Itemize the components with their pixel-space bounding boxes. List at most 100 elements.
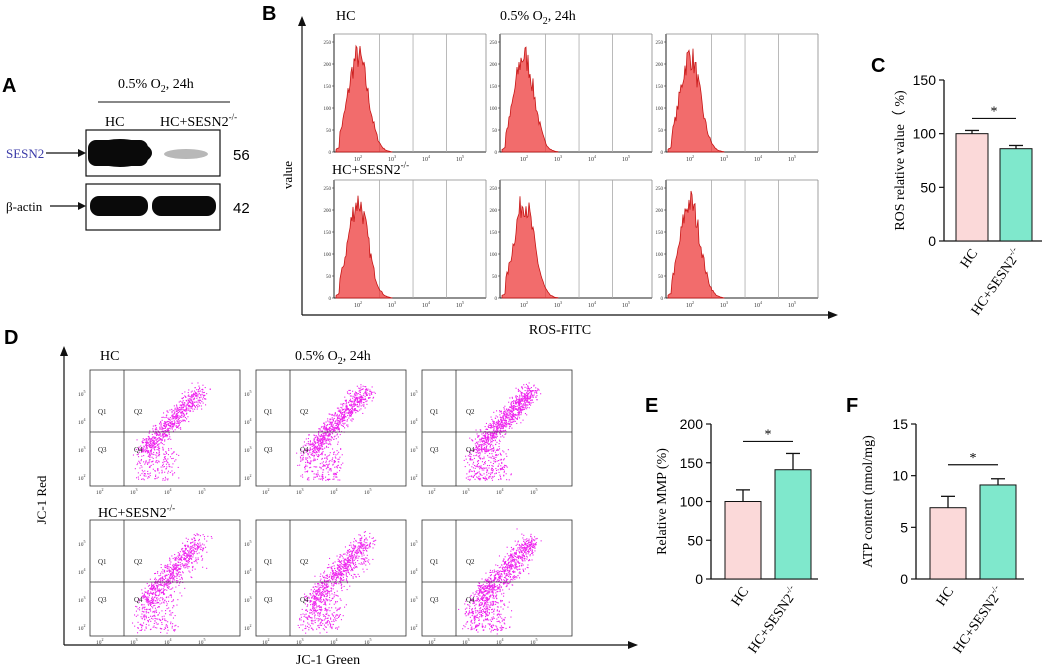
jc1-dot xyxy=(328,564,330,566)
jc1-dot xyxy=(372,537,374,539)
jc1-dot xyxy=(167,472,169,474)
jc1-dot xyxy=(201,389,203,391)
jc1-dot xyxy=(328,579,330,581)
jc1-dot xyxy=(162,590,164,592)
jc1-dot xyxy=(365,538,367,540)
jc1-dot xyxy=(155,580,157,582)
jc1-dot xyxy=(351,562,353,564)
jc1-dot xyxy=(476,454,478,456)
jc1-dot xyxy=(509,409,511,411)
jc1-dot xyxy=(323,425,325,427)
ros-hist-xtick-exp: 5 xyxy=(628,300,630,305)
jc1-dot xyxy=(481,450,483,452)
jc1-dot xyxy=(152,453,154,455)
jc1-dot xyxy=(492,465,494,467)
jc1-dot xyxy=(491,439,493,441)
jc1-dot xyxy=(315,436,317,438)
jc1-quadrant-label: Q3 xyxy=(98,596,107,604)
jc1-dot xyxy=(167,462,169,464)
jc1-dot xyxy=(477,455,479,457)
jc1-dot xyxy=(471,466,473,468)
jc1-dot xyxy=(340,416,342,418)
jc1-dot xyxy=(529,398,531,400)
jc1-dot xyxy=(138,460,140,462)
jc1-dot xyxy=(354,400,356,402)
jc1-dot xyxy=(327,586,329,588)
ros-hist-ytick-label: 150 xyxy=(656,85,664,90)
jc1-dot xyxy=(300,460,302,462)
jc1-dot xyxy=(319,447,321,449)
jc1-dot xyxy=(316,594,318,596)
jc1-dot xyxy=(320,578,322,580)
jc1-dot xyxy=(361,542,363,544)
jc1-dot xyxy=(305,448,307,450)
jc1-dot xyxy=(508,412,510,414)
jc1-dot xyxy=(338,427,340,429)
jc1-dot xyxy=(481,446,483,448)
jc1-dot xyxy=(359,552,361,554)
jc1-dot xyxy=(167,411,169,413)
jc1-dot xyxy=(364,386,366,388)
jc1-dot xyxy=(506,415,508,417)
jc1-dot xyxy=(497,428,499,430)
jc1-dot xyxy=(202,396,204,398)
jc1-ytick-label: 103 xyxy=(78,595,86,604)
jc1-dot xyxy=(193,405,195,407)
jc1-ytick-exp: 2 xyxy=(84,473,86,478)
jc1-dot xyxy=(171,453,173,455)
jc1-dot xyxy=(143,616,145,618)
jc1-ytick-exp: 5 xyxy=(84,539,86,544)
jc1-dot xyxy=(155,446,157,448)
jc1-dot xyxy=(183,410,185,412)
jc1-dot xyxy=(336,609,338,611)
jc1-dot xyxy=(137,608,139,610)
jc1-dot xyxy=(181,548,183,550)
jc1-dot xyxy=(203,394,205,396)
jc1-dot xyxy=(523,403,525,405)
jc1-dot xyxy=(178,576,180,578)
jc1-dot xyxy=(369,394,371,396)
jc1-dot xyxy=(132,622,134,624)
jc1-dot xyxy=(188,405,190,407)
jc1-dot xyxy=(185,559,187,561)
jc1-dot xyxy=(332,562,334,564)
jc1-dot xyxy=(474,448,476,450)
jc1-dot xyxy=(349,404,351,406)
jc1-dot xyxy=(323,422,325,424)
jc1-dot xyxy=(155,579,157,581)
jc1-dot xyxy=(142,596,144,598)
jc1-dot xyxy=(339,569,341,571)
jc1-dot xyxy=(491,441,493,443)
jc1-dot xyxy=(311,621,313,623)
jc1-dot xyxy=(155,610,157,612)
jc1-dot xyxy=(151,445,153,447)
jc1-dot xyxy=(340,418,342,420)
jc1-dot xyxy=(503,424,505,426)
jc1-dot xyxy=(198,552,200,554)
jc1-dot xyxy=(319,614,321,616)
jc1-dot xyxy=(151,600,153,602)
jc1-dot xyxy=(349,409,351,411)
jc1-dot xyxy=(357,399,359,401)
jc1-dot xyxy=(320,608,322,610)
jc1-dot xyxy=(500,419,502,421)
jc1-dot xyxy=(352,547,354,549)
jc1-dot xyxy=(306,605,308,607)
jc1-dot xyxy=(329,427,331,429)
jc1-dot xyxy=(150,445,152,447)
jc1-dot xyxy=(329,621,331,623)
jc1-dot xyxy=(336,422,338,424)
jc1-dot xyxy=(164,600,166,602)
jc1-dot xyxy=(151,582,153,584)
jc1-dot xyxy=(186,555,188,557)
jc1-dot xyxy=(467,455,469,457)
jc1-dot xyxy=(195,551,197,553)
jc1-dot xyxy=(477,436,479,438)
jc1-dot xyxy=(481,433,483,435)
jc1-dot xyxy=(162,464,164,466)
jc1-dot xyxy=(333,474,335,476)
jc1-quadrant-label: Q2 xyxy=(300,408,309,416)
jc1-dot xyxy=(359,401,361,403)
jc1-dot xyxy=(340,406,342,408)
jc1-dot xyxy=(515,408,517,410)
